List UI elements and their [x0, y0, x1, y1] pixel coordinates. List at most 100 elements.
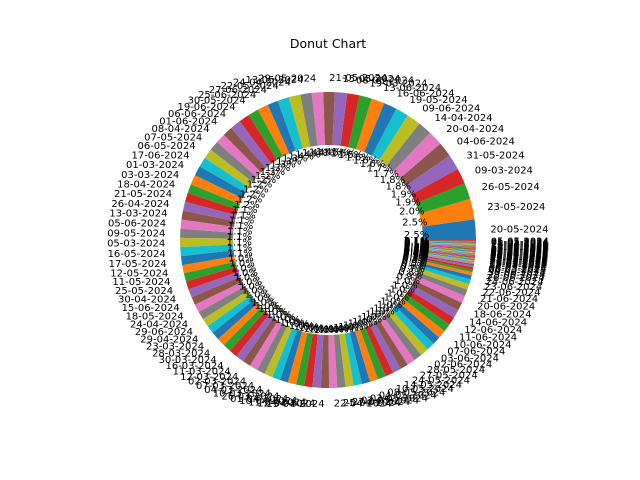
- donut-slice: [422, 251, 475, 259]
- donut-slice: [374, 320, 408, 369]
- donut-slice: [181, 210, 235, 227]
- category-label: 03-06-2024: [441, 353, 499, 364]
- category-label: 22-06-2024: [482, 288, 540, 299]
- donut-slice: [191, 276, 243, 305]
- percent-label: 1.0%: [392, 280, 417, 291]
- percent-label: 1.0%: [395, 276, 420, 287]
- donut-slices: [180, 92, 476, 388]
- donut-slice: [229, 311, 270, 357]
- donut-slice: [421, 255, 475, 266]
- category-label: 04-03-2024: [204, 385, 262, 396]
- category-label: 28-04-2024: [491, 238, 549, 249]
- category-label: 24-04-2024: [233, 78, 291, 89]
- category-label: 11-04-2024: [248, 397, 306, 408]
- category-label: 07-06-2024: [447, 347, 505, 358]
- percent-label: 1.9%: [395, 198, 420, 209]
- percent-label: 1.3%: [276, 156, 301, 167]
- donut-slice: [422, 240, 476, 241]
- category-label: 12-04-2024: [257, 398, 315, 409]
- category-label: 05-06-2024: [108, 219, 166, 230]
- donut-slice: [248, 109, 283, 160]
- category-label: 07-04-2024: [491, 246, 549, 257]
- category-label: 16-03-2024: [165, 361, 223, 372]
- donut-slice: [422, 246, 476, 252]
- category-label: 21-03-2024: [490, 257, 548, 268]
- percent-label: 1.0%: [289, 321, 314, 332]
- percent-label: 1.6%: [360, 159, 385, 170]
- donut-slice: [185, 266, 239, 290]
- donut-slice: [188, 271, 241, 298]
- category-label: 29-06-2024: [135, 327, 193, 338]
- percent-label: 1.0%: [343, 320, 368, 331]
- category-label: 26-05-2024: [482, 182, 540, 193]
- donut-slice: [287, 331, 308, 385]
- category-label: 11-03-2024: [173, 367, 231, 378]
- category-label: 14-05-2024: [404, 380, 462, 391]
- donut-slice: [182, 256, 236, 274]
- donut-slice: [393, 132, 441, 179]
- percent-label: 0.1%: [404, 239, 429, 250]
- category-label: 29-05-2024: [258, 74, 316, 85]
- donut-slice: [371, 108, 408, 160]
- donut-slice: [422, 248, 476, 255]
- percent-label: 1.2%: [234, 200, 259, 211]
- donut-slice: [180, 244, 234, 257]
- donut-slice: [180, 237, 234, 248]
- donut-slice: [422, 251, 475, 260]
- category-label: 25-06-2024: [198, 90, 256, 101]
- percent-label: 0.1%: [403, 247, 428, 258]
- donut-slice: [422, 244, 476, 248]
- donut-slice: [334, 334, 346, 388]
- percent-label: 0.1%: [404, 238, 429, 249]
- donut-slice: [360, 327, 386, 380]
- category-label: 14-06-2024: [469, 317, 527, 328]
- category-label: 04-04-2024: [490, 248, 548, 259]
- category-label: 08-04-2024: [151, 124, 209, 135]
- percent-label: 0.1%: [403, 249, 428, 260]
- percent-label: 0.1%: [403, 247, 428, 258]
- percent-label: 0.1%: [404, 237, 429, 248]
- percent-label: 1.0%: [387, 289, 412, 300]
- category-label: 23-04-2024: [491, 239, 549, 250]
- percent-label: 1.7%: [373, 169, 398, 180]
- percent-label: 0.1%: [403, 246, 428, 257]
- donut-slice: [300, 92, 318, 147]
- percent-label: 1.0%: [271, 313, 296, 324]
- donut-slice: [422, 241, 476, 244]
- donut-slice: [379, 316, 415, 365]
- donut-slice: [415, 183, 471, 214]
- donut-slice: [279, 329, 303, 383]
- percent-label: 1.0%: [357, 315, 382, 326]
- donut-slice: [369, 322, 401, 373]
- percent-label: 1.5%: [323, 148, 348, 159]
- category-label: 29-03-2024: [490, 252, 548, 263]
- category-label: 18-03-2024: [489, 258, 547, 269]
- percent-label: 1.0%: [266, 310, 291, 321]
- donut-slice: [231, 121, 272, 169]
- donut-slice: [422, 240, 476, 242]
- percent-label: 1.0%: [361, 312, 386, 323]
- donut-slice: [249, 320, 283, 370]
- percent-label: 0.9%: [397, 272, 422, 283]
- category-label: 18-04-2024: [117, 180, 175, 191]
- percent-label: 1.0%: [248, 294, 273, 305]
- category-label: 20-05-2024: [490, 225, 548, 236]
- category-label: 09-06-2024: [422, 103, 480, 114]
- category-label: 21-05-2024: [114, 189, 172, 200]
- percent-label: 1.0%: [262, 307, 287, 318]
- donut-slice: [194, 281, 246, 313]
- category-label: 25-05-2024: [115, 286, 173, 297]
- category-label: 10-06-2024: [453, 340, 511, 351]
- percent-label: 1.1%: [227, 227, 252, 238]
- category-label: 06-05-2024: [137, 141, 195, 152]
- percent-label: 0.1%: [404, 244, 429, 255]
- category-label: 22-04-2024: [334, 399, 392, 410]
- donut-slice: [217, 134, 262, 178]
- category-label: 12-05-2024: [110, 268, 168, 279]
- category-label: 14-04-2024: [435, 113, 493, 124]
- category-label: 21-06-2024: [480, 294, 538, 305]
- donut-slice: [272, 327, 298, 380]
- category-label: 16-06-2024: [397, 88, 455, 99]
- category-label: 14-03-2024: [489, 262, 547, 273]
